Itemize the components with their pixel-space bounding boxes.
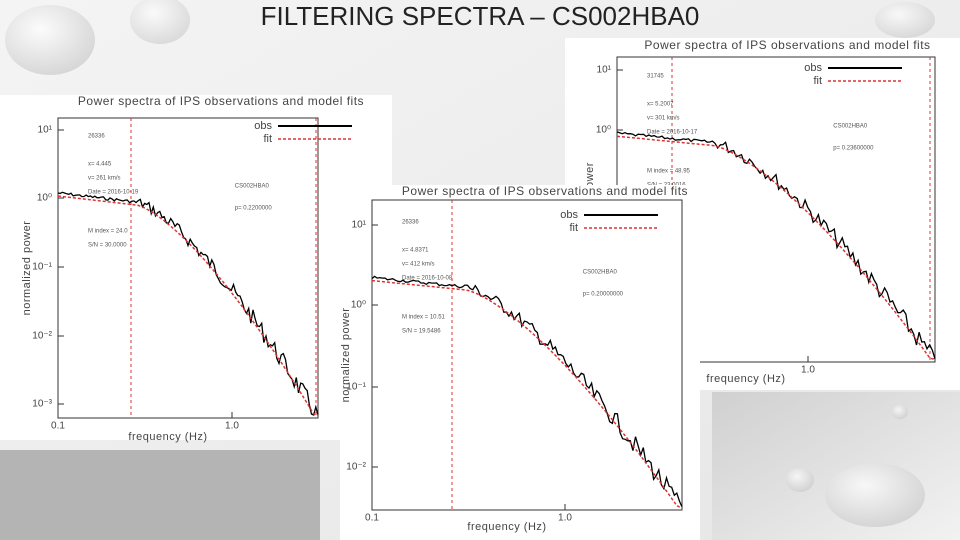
annotation: p= 0.23600000 [833,146,874,152]
obs-curve [57,191,319,416]
annotation: Date = 2016-10-08 [402,276,453,282]
background-block [712,392,960,540]
legend-label: obs [804,62,822,74]
x-axis-label: frequency (Hz) [467,521,546,533]
y-tick-label: 10⁰ [596,125,611,136]
plot-title: Power spectra of IPS observations and mo… [402,184,688,198]
y-axis-label: normalized power [340,308,352,403]
axes [371,199,683,511]
legend-label: obs [254,120,272,132]
y-tick-label: 10⁰ [37,193,52,204]
y-tick-label: 10¹ [352,220,367,231]
y-tick-label: 10⁻¹ [346,382,366,393]
y-tick-label: 10¹ [597,65,612,76]
y-tick-label: 10⁰ [351,300,366,311]
droplet [892,405,908,419]
plot: Power spectra of IPS observations and mo… [0,94,392,443]
plot-frame [340,185,700,540]
y-tick-label: 10⁻² [32,331,52,342]
annotation: p= 0.2200000 [235,206,273,212]
y-tick-label: 10⁻² [346,462,366,473]
slide-title: FILTERING SPECTRA – CS002HBA0 [261,1,700,31]
plots: Power spectra of IPS observations and mo… [0,38,960,540]
annotation: M index = 48.95 [647,169,691,175]
annotation: 26336 [88,134,105,140]
fit-curve [616,135,935,360]
annotation: M index = 10.51 [402,315,446,321]
annotation: CS002HBA0 [235,184,270,190]
plot: Power spectra of IPS observations and mo… [340,184,700,540]
y-axis-label: normalized power [21,221,33,316]
annotation: M index = 24.0 [88,229,128,235]
annotation: 26336 [402,220,419,226]
droplet [5,5,95,75]
legend-label: fit [813,75,822,87]
annotation: S/N = 30.0000 [88,243,127,249]
x-tick-label: 0.1 [365,513,379,524]
annotation: v= 301 km/s [647,116,680,122]
axes [57,117,319,419]
y-tick-label: 10¹ [38,125,53,136]
plot-title: Power spectra of IPS observations and mo… [78,94,364,108]
x-tick-label: 1.0 [225,421,239,432]
plot-frame [0,95,392,440]
y-tick-label: 10⁻¹ [32,262,52,273]
annotation: x= 4.8371 [402,248,429,254]
x-axis-label: frequency (Hz) [706,373,785,385]
annotation: CS002HBA0 [833,124,868,130]
background-block [0,450,320,540]
droplet [786,468,814,492]
plot-title: Power spectra of IPS observations and mo… [644,38,930,52]
y-tick-label: 10⁻³ [32,399,52,410]
droplet [825,463,925,527]
droplet [875,2,935,38]
annotation: v= 412 km/s [402,262,435,268]
annotation: 31745 [647,74,664,80]
x-tick-label: 1.0 [801,365,815,376]
annotation: p= 0.20000000 [583,292,624,298]
fit-curve [371,279,682,508]
x-axis-label: frequency (Hz) [128,431,207,443]
x-tick-label: 1.0 [558,513,572,524]
annotation: S/N = 19.5486 [402,329,441,335]
annotation: x= 4.445 [88,162,112,168]
droplet [130,0,190,44]
legend-label: fit [569,222,578,234]
annotation: Date = 2016-10-19 [88,190,139,196]
obs-curve [616,131,936,360]
legend-label: obs [560,209,578,221]
obs-curve [371,275,683,508]
annotation: CS002HBA0 [583,270,618,276]
legend-label: fit [263,133,272,145]
annotation: v= 261 km/s [88,176,121,182]
annotation: Date = 2016-10-17 [647,130,698,136]
x-tick-label: 0.1 [51,421,65,432]
annotation: x= 5.2007 [647,102,674,108]
